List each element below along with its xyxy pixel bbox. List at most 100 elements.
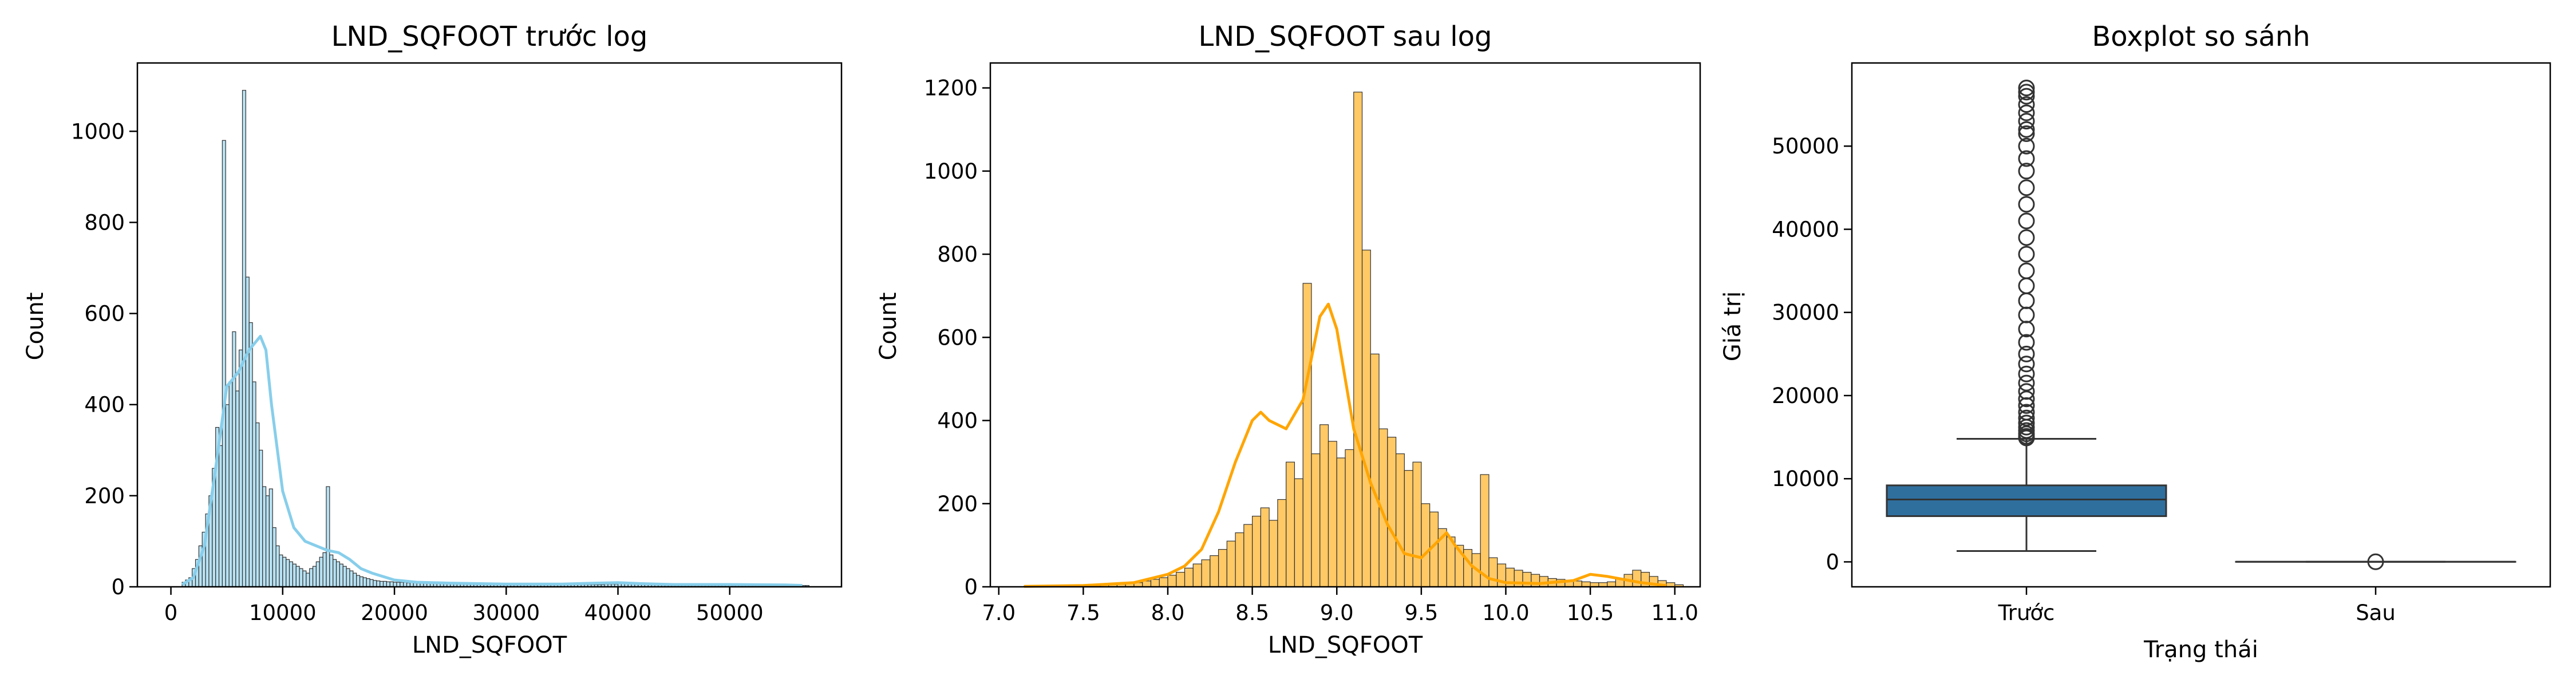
- panel3-frame: [1851, 62, 2551, 588]
- panel1-bar: [279, 554, 283, 587]
- panel1-bar: [342, 566, 347, 587]
- panel1-bar: [319, 556, 323, 587]
- panel2-xtick-label: 8.0: [1151, 601, 1185, 625]
- panel3-xtick-label: Trước: [1998, 601, 2055, 625]
- panel1-xtick-label: 10000: [249, 601, 317, 625]
- panel2-bar: [1252, 515, 1261, 587]
- panel1-bar: [252, 381, 256, 587]
- panel1-bar: [282, 556, 287, 587]
- box-outlier: [2018, 163, 2035, 180]
- panel2-ytick-label: 200: [937, 492, 978, 516]
- box-outlier: [2018, 196, 2035, 213]
- panel1-bar: [225, 404, 230, 587]
- panel2-bar: [1302, 283, 1312, 587]
- panel2-bar: [1581, 581, 1591, 587]
- panel1-bar: [302, 570, 307, 587]
- panel2-bar: [1277, 499, 1287, 587]
- panel2-bar: [1387, 436, 1397, 587]
- panel1-bar: [333, 559, 337, 587]
- panel2-bar: [1607, 581, 1616, 587]
- panel2-xlabel: LND_SQFOOT: [1268, 632, 1423, 658]
- panel2-bar: [1150, 579, 1160, 587]
- panel1-bar: [222, 140, 226, 587]
- panel2-bar: [1210, 555, 1219, 587]
- panel1-bar: [380, 581, 384, 587]
- box-outlier: [2018, 383, 2035, 400]
- panel2-bar: [1573, 581, 1582, 587]
- panel1-bar: [349, 570, 354, 587]
- panel2-bar: [1159, 577, 1168, 587]
- panel2-frame: [989, 62, 1701, 588]
- panel2-xtick-label: 10.0: [1482, 601, 1529, 625]
- panel1-ytick-label: 200: [84, 484, 125, 508]
- box-outlier: [2018, 246, 2035, 263]
- panel1-frame: [136, 62, 843, 588]
- panel1-bar: [373, 580, 377, 587]
- panel2-ytick-label: 1200: [924, 76, 978, 101]
- panel2-bar: [1404, 470, 1413, 587]
- panel2-xtick-label: 7.0: [982, 601, 1016, 625]
- panel2-bar: [1192, 563, 1202, 587]
- panel1-ylabel: Count: [22, 293, 49, 361]
- panel1-bar: [386, 581, 390, 587]
- panel1-xtick-label: 0: [164, 601, 178, 625]
- panel2-xtick-label: 7.5: [1066, 601, 1100, 625]
- panel2-xtick-label: 9.0: [1320, 601, 1354, 625]
- panel1-ytick-label: 400: [84, 393, 125, 417]
- panel3-ytick-label: 40000: [1772, 217, 1839, 242]
- panel1-ytick-label: 600: [84, 302, 125, 326]
- panel3-ytick-label: 30000: [1772, 301, 1839, 325]
- panel3-plot: Trước Sau 0 10000 20000 30000 40000 50000: [1772, 62, 2551, 625]
- panel2-bar: [1201, 559, 1211, 587]
- box-outlier: [2018, 212, 2035, 230]
- panel2-bar: [1632, 570, 1642, 587]
- panel2-ytick-label: 400: [937, 409, 978, 433]
- panel3-ytick-label: 10000: [1772, 467, 1839, 491]
- panel2-bar: [1353, 92, 1363, 587]
- panel1-bar: [362, 577, 367, 587]
- panel1-xtick-label: 20000: [361, 601, 428, 625]
- panel2-ytick-label: 800: [937, 242, 978, 267]
- panel1-ytick-label: 1000: [71, 119, 125, 144]
- panel2-bar: [1319, 424, 1329, 587]
- panel1-bar: [306, 572, 310, 587]
- panel2-ytick-label: 0: [964, 575, 978, 599]
- panel3-title: Boxplot so sánh: [2092, 21, 2310, 53]
- panel1-bar: [242, 90, 246, 587]
- box-outlier: [2018, 334, 2035, 351]
- panel2-plot: 0 200 400 600 800 1000 1200 7.0 7.5 8.0 8.5 9.0 9.5 1…: [924, 62, 1701, 625]
- box-outlier: [2018, 96, 2035, 113]
- box-body: [1886, 484, 2167, 518]
- panel1-ytick-label: 800: [84, 210, 125, 235]
- panel1-bar: [232, 331, 236, 587]
- box-outlier: [2018, 374, 2035, 392]
- panel1-bar: [309, 568, 314, 587]
- panel2-bar: [1336, 457, 1346, 587]
- box-outlier: [2018, 104, 2035, 121]
- panel2-ytick-label: 600: [937, 325, 978, 350]
- panel2-bar: [1260, 507, 1270, 587]
- panel2-kde-line: [1024, 302, 1667, 588]
- panel1-title: LND_SQFOOT trước log: [331, 21, 648, 53]
- box-outlier: [2018, 365, 2035, 382]
- panel1-bar: [275, 545, 280, 587]
- panel1-bar: [259, 449, 263, 587]
- box-outlier: [2018, 80, 2035, 97]
- panel2-xtick-label: 10.5: [1567, 601, 1614, 625]
- panel1-xtick-label: 50000: [696, 601, 764, 625]
- panel2-bar: [1176, 571, 1186, 587]
- panel1-bar: [326, 486, 330, 587]
- box-outlier: [2018, 404, 2035, 421]
- panel3-ylabel: Giá trị: [1720, 291, 1746, 362]
- panel1-bar: [239, 349, 243, 587]
- panel1-xtick-label: 40000: [584, 601, 652, 625]
- panel1-bar: [389, 581, 394, 587]
- box-outlier: [2018, 345, 2035, 362]
- panel1-bar: [312, 566, 317, 587]
- panel2-bar: [1269, 520, 1278, 587]
- panel1-bar: [353, 572, 357, 587]
- panel2-bar: [1286, 461, 1295, 587]
- panel2-bar: [1395, 453, 1405, 587]
- panel1-bar: [315, 561, 320, 587]
- box-outlier: [2018, 390, 2035, 408]
